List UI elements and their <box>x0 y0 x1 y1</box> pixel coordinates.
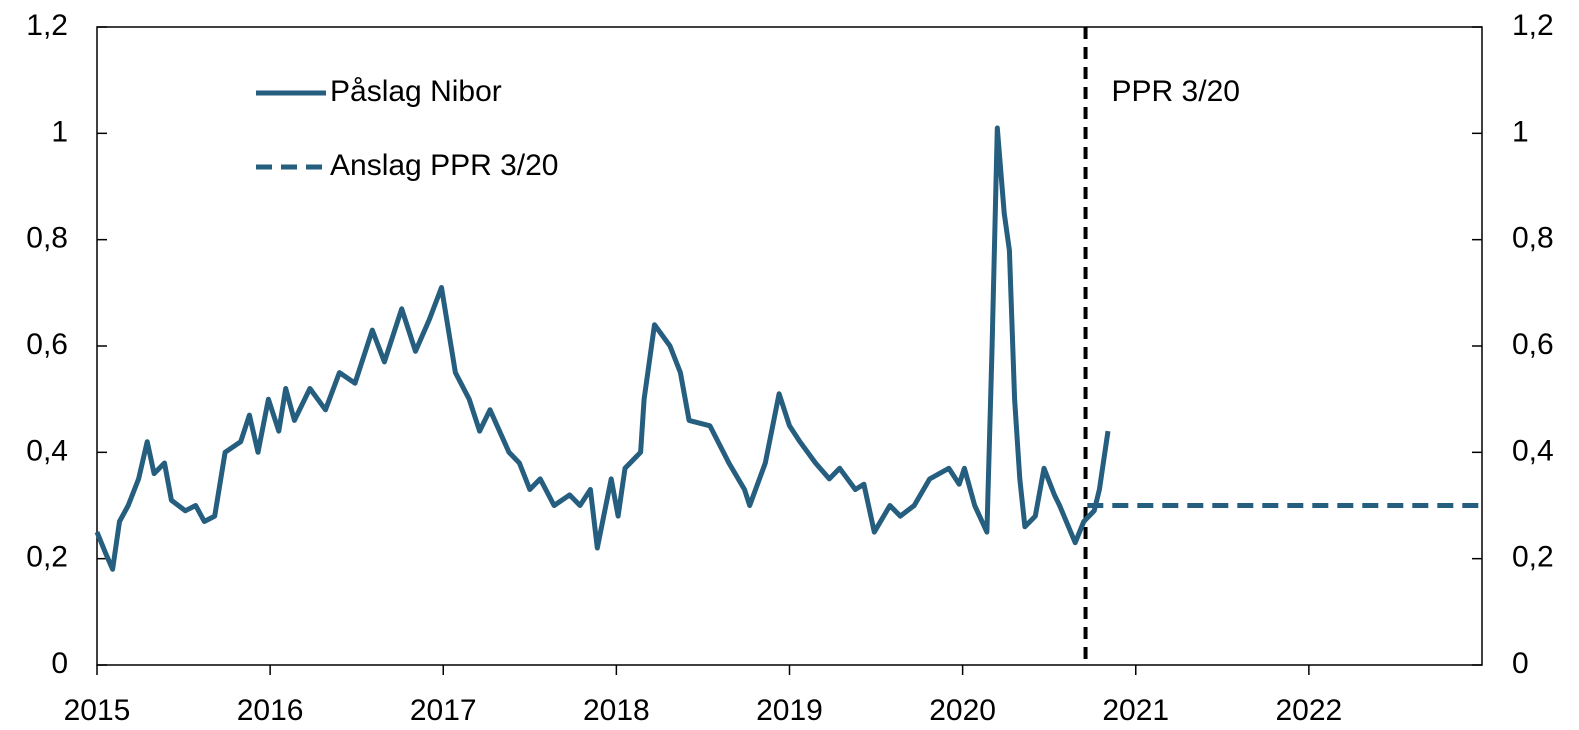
y2-tick-label: 0,4 <box>1512 434 1554 467</box>
x-tick-label: 2021 <box>1102 694 1169 727</box>
y-tick-label: 0,6 <box>26 328 68 361</box>
x-tick-label: 2017 <box>410 694 477 727</box>
y2-tick-label: 0 <box>1512 647 1529 680</box>
annotation-label: PPR 3/20 <box>1112 75 1240 108</box>
y2-tick-label: 1,2 <box>1512 9 1554 42</box>
legend-label: Påslag Nibor <box>330 75 502 108</box>
x-tick-label: 2018 <box>583 694 650 727</box>
x-tick-label: 2015 <box>64 694 131 727</box>
y2-tick-label: 0,6 <box>1512 328 1554 361</box>
y-tick-label: 1 <box>51 115 68 148</box>
y-tick-label: 0 <box>51 647 68 680</box>
x-tick-label: 2022 <box>1276 694 1343 727</box>
y2-tick-label: 1 <box>1512 115 1529 148</box>
series-line <box>94 125 1111 572</box>
plot-frame <box>96 26 1483 666</box>
x-tick-label: 2020 <box>929 694 996 727</box>
y2-tick-label: 0,8 <box>1512 222 1554 255</box>
x-tick-label: 2019 <box>756 694 823 727</box>
y-tick-label: 0,8 <box>26 222 68 255</box>
legend-label: Anslag PPR 3/20 <box>330 149 558 182</box>
y-tick-label: 0,2 <box>26 541 68 574</box>
y2-tick-label: 0,2 <box>1512 541 1554 574</box>
y-tick-label: 1,2 <box>26 9 68 42</box>
y-tick-label: 0,4 <box>26 434 68 467</box>
x-tick-label: 2016 <box>237 694 304 727</box>
